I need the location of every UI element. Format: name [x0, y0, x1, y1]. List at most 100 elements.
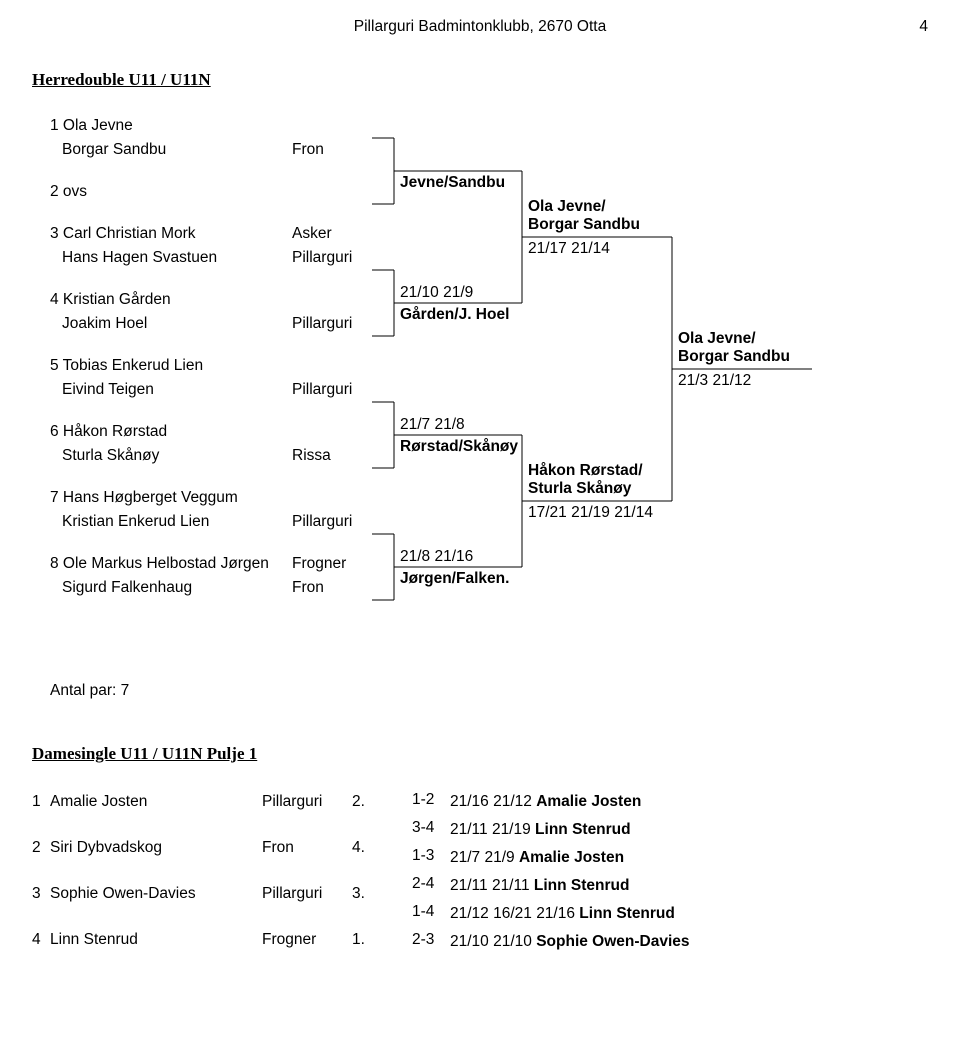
- svg-text:21/8 21/16: 21/8 21/16: [400, 548, 473, 565]
- player-place: 4.: [352, 834, 382, 862]
- match-score: 21/7 21/9 Amalie Josten: [450, 844, 928, 872]
- page-number: 4: [919, 18, 928, 36]
- svg-text:Håkon Rørstad/: Håkon Rørstad/: [528, 462, 643, 479]
- entrant-line1: 7 Hans Høgberget Veggum: [32, 486, 292, 510]
- entrant-line1: 4 Kristian Gården: [32, 288, 292, 312]
- entrant-club1: [292, 288, 372, 312]
- svg-text:Sturla Skånøy: Sturla Skånøy: [528, 480, 632, 497]
- entrant-line2: Kristian Enkerud Lien: [32, 510, 292, 534]
- svg-text:17/21 21/19 21/14: 17/21 21/19 21/14: [528, 504, 653, 521]
- player-num: 1: [32, 788, 50, 816]
- match-winner: Amalie Josten: [536, 793, 641, 810]
- entrant-club1: Asker: [292, 222, 372, 246]
- entrant-line1: 1 Ola Jevne: [32, 114, 292, 138]
- svg-text:Jevne/Sandbu: Jevne/Sandbu: [400, 174, 505, 191]
- entrant-line1: 3 Carl Christian Mork: [32, 222, 292, 246]
- entrants-list: 1 Ola JevneBorgar SandbuFron2 ovs3 Carl …: [32, 114, 372, 654]
- entrant-club2: Pillarguri: [292, 510, 372, 534]
- player-club: Frogner: [262, 926, 352, 954]
- player-name: Sophie Owen-Davies: [50, 880, 262, 908]
- player-place: 3.: [352, 880, 382, 908]
- entrant-pair: 2 ovs: [32, 180, 372, 204]
- match-winner: Linn Stenrud: [534, 877, 630, 894]
- entrant-pair: 7 Hans Høgberget VeggumKristian Enkerud …: [32, 486, 372, 534]
- entrant-pair: 8 Ole Markus Helbostad JørgenFrognerSigu…: [32, 552, 372, 600]
- match-winner: Linn Stenrud: [535, 821, 631, 838]
- entrant-line1: 6 Håkon Rørstad: [32, 420, 292, 444]
- entrant-pair: 1 Ola JevneBorgar SandbuFron: [32, 114, 372, 162]
- entrant-club1: [292, 420, 372, 444]
- match-row: 1-221/16 21/12 Amalie Josten: [412, 788, 928, 816]
- entrant-line2: Eivind Teigen: [32, 378, 292, 402]
- entrant-pair: 3 Carl Christian MorkAskerHans Hagen Sva…: [32, 222, 372, 270]
- match-row: 2-421/11 21/11 Linn Stenrud: [412, 872, 928, 900]
- entrant-club2: Pillarguri: [292, 246, 372, 270]
- bracket-diagram: Jevne/Sandbu 21/10 21/9 Gården/J. Hoel 21/7…: [372, 114, 928, 654]
- svg-text:Borgar Sandbu: Borgar Sandbu: [678, 348, 790, 365]
- player-num: 3: [32, 880, 50, 908]
- match-score: 21/12 16/21 21/16 Linn Stenrud: [450, 900, 928, 928]
- section-herredouble: Herredouble U11 / U11N 1 Ola JevneBorgar…: [32, 70, 928, 700]
- match-row: 3-421/11 21/19 Linn Stenrud: [412, 816, 928, 844]
- svg-text:Ola Jevne/: Ola Jevne/: [678, 330, 756, 347]
- player-name: Linn Stenrud: [50, 926, 262, 954]
- match-row: 2-321/10 21/10 Sophie Owen-Davies: [412, 928, 928, 956]
- entrant-line1: 8 Ole Markus Helbostad Jørgen: [32, 552, 292, 576]
- match-pair: 1-4: [412, 900, 450, 928]
- svg-text:Borgar Sandbu: Borgar Sandbu: [528, 216, 640, 233]
- match-row: 1-321/7 21/9 Amalie Josten: [412, 844, 928, 872]
- entrant-club1: [292, 354, 372, 378]
- svg-text:21/17 21/14: 21/17 21/14: [528, 240, 610, 257]
- player-num: 2: [32, 834, 50, 862]
- match-results: 1-221/16 21/12 Amalie Josten3-421/11 21/…: [412, 788, 928, 972]
- entrant-club2: Rissa: [292, 444, 372, 468]
- match-score: 21/11 21/19 Linn Stenrud: [450, 816, 928, 844]
- section-title: Herredouble U11 / U11N: [32, 70, 928, 90]
- player-place: 1.: [352, 926, 382, 954]
- section-title: Damesingle U11 / U11N Pulje 1: [32, 744, 928, 764]
- player-row: 2Siri DybvadskogFron4.: [32, 834, 382, 862]
- page-header: Pillarguri Badmintonklubb, 2670 Otta 4: [32, 18, 928, 40]
- entrant-club1: Frogner: [292, 552, 372, 576]
- match-score: 21/11 21/11 Linn Stenrud: [450, 872, 928, 900]
- match-winner: Sophie Owen-Davies: [536, 933, 689, 950]
- svg-text:Rørstad/Skånøy: Rørstad/Skånøy: [400, 438, 518, 455]
- entrant-club1: [292, 486, 372, 510]
- svg-text:21/10 21/9: 21/10 21/9: [400, 284, 473, 301]
- match-pair: 2-4: [412, 872, 450, 900]
- entrant-line2: Joakim Hoel: [32, 312, 292, 336]
- player-club: Pillarguri: [262, 880, 352, 908]
- entrant-club1: [292, 180, 372, 204]
- entrant-line1: 5 Tobias Enkerud Lien: [32, 354, 292, 378]
- entrant-line2: Borgar Sandbu: [32, 138, 292, 162]
- entrant-club1: [292, 114, 372, 138]
- entrant-line1: 2 ovs: [32, 180, 292, 204]
- player-row: 3Sophie Owen-DaviesPillarguri3.: [32, 880, 382, 908]
- results-container: 1Amalie JostenPillarguri2.2Siri Dybvadsk…: [32, 788, 928, 972]
- entrant-line2: Sturla Skånøy: [32, 444, 292, 468]
- match-pair: 1-3: [412, 844, 450, 872]
- match-pair: 2-3: [412, 928, 450, 956]
- svg-text:21/7 21/8: 21/7 21/8: [400, 416, 465, 433]
- entrant-line2: Sigurd Falkenhaug: [32, 576, 292, 600]
- match-score: 21/16 21/12 Amalie Josten: [450, 788, 928, 816]
- entrant-line2: Hans Hagen Svastuen: [32, 246, 292, 270]
- match-pair: 1-2: [412, 788, 450, 816]
- players-list: 1Amalie JostenPillarguri2.2Siri Dybvadsk…: [32, 788, 382, 972]
- match-score: 21/10 21/10 Sophie Owen-Davies: [450, 928, 928, 956]
- player-club: Pillarguri: [262, 788, 352, 816]
- player-name: Amalie Josten: [50, 788, 262, 816]
- svg-text:21/3 21/12: 21/3 21/12: [678, 372, 751, 389]
- player-club: Fron: [262, 834, 352, 862]
- player-row: 4Linn StenrudFrogner1.: [32, 926, 382, 954]
- entrant-club2: Fron: [292, 576, 372, 600]
- player-place: 2.: [352, 788, 382, 816]
- match-winner: Linn Stenrud: [579, 905, 675, 922]
- entrant-club2: Pillarguri: [292, 378, 372, 402]
- header-title: Pillarguri Badmintonklubb, 2670 Otta: [354, 18, 606, 36]
- entrant-pair: 4 Kristian GårdenJoakim HoelPillarguri: [32, 288, 372, 336]
- match-row: 1-421/12 16/21 21/16 Linn Stenrud: [412, 900, 928, 928]
- match-winner: Amalie Josten: [519, 849, 624, 866]
- svg-text:Gården/J. Hoel: Gården/J. Hoel: [400, 306, 509, 323]
- player-row: 1Amalie JostenPillarguri2.: [32, 788, 382, 816]
